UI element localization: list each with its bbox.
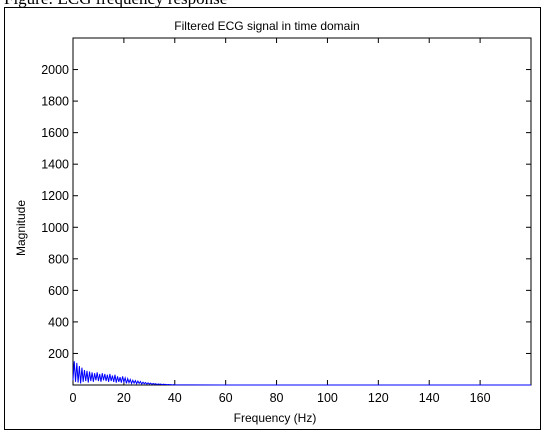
y-axis-label: Magnitude (14, 200, 28, 256)
y-tick-label: 400 (48, 315, 69, 329)
figure-frame: Filtered ECG signal in time domain 200 40… (4, 7, 541, 430)
y-tick-label: 1000 (41, 221, 69, 235)
x-tick-label: 80 (270, 391, 284, 405)
series-line (72, 361, 531, 386)
x-tick-label: 0 (70, 391, 77, 405)
x-tick-label: 20 (117, 391, 131, 405)
x-tick-label: 140 (419, 391, 440, 405)
plot-area (72, 37, 532, 386)
x-tick-label: 120 (368, 391, 389, 405)
y-axis: 200 400 600 800 1000 1200 1400 1600 1800 2000 (41, 63, 531, 361)
x-tick-label: 160 (470, 391, 491, 405)
y-tick-label: 2000 (41, 63, 69, 77)
y-tick-label: 600 (48, 284, 69, 298)
y-tick-label: 200 (48, 347, 69, 361)
y-tick-label: 1600 (41, 126, 69, 140)
figure-caption: Figure: ECG frequency response (4, 0, 227, 9)
x-tick-label: 100 (317, 391, 338, 405)
x-axis: 0 20 40 60 80 100 120 140 160 (70, 38, 491, 405)
chart-title: Filtered ECG signal in time domain (174, 19, 359, 33)
chart-svg: Filtered ECG signal in time domain 20040… (14, 19, 532, 425)
x-tick-label: 60 (219, 391, 233, 405)
x-tick-label: 40 (168, 391, 182, 405)
y-tick-label: 1400 (41, 158, 69, 172)
y-tick-label: 1200 (41, 189, 69, 203)
y-tick-label: 800 (48, 252, 69, 266)
series-layer (72, 361, 531, 386)
y-tick-label: 1800 (41, 95, 69, 109)
x-axis-label: Frequency (Hz) (234, 411, 317, 425)
